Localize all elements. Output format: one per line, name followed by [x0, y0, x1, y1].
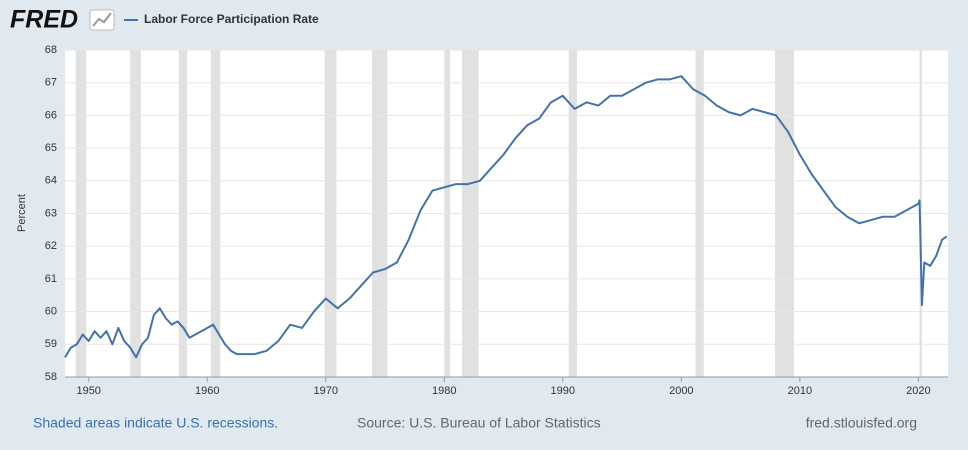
- legend-label: Labor Force Participation Rate: [144, 12, 319, 26]
- y-tick-label: 58: [45, 371, 57, 383]
- x-tick-label: 1960: [195, 385, 219, 397]
- x-tick-label: 2020: [906, 385, 930, 397]
- y-tick-label: 64: [45, 175, 57, 187]
- logo: FRED: [10, 6, 78, 34]
- y-tick-label: 61: [45, 273, 57, 285]
- y-axis-label: Percent: [16, 194, 28, 232]
- y-tick-label: 63: [45, 207, 57, 219]
- x-tick-label: 1970: [314, 385, 338, 397]
- y-tick-label: 65: [45, 142, 57, 154]
- data-line: [64, 75, 948, 359]
- logo-icon: [89, 9, 115, 31]
- y-tick-label: 68: [45, 44, 57, 56]
- y-tick-label: 59: [45, 338, 57, 350]
- x-tick-label: 2010: [788, 385, 812, 397]
- y-tick-label: 67: [45, 77, 57, 89]
- y-tick-label: 66: [45, 109, 57, 121]
- y-tick-label: 62: [45, 240, 57, 252]
- x-tick-label: 2000: [669, 385, 693, 397]
- x-tick-label: 1950: [76, 385, 100, 397]
- y-tick-label: 60: [45, 306, 57, 318]
- source: Source: U.S. Bureau of Labor Statistics: [357, 415, 601, 431]
- site-link[interactable]: fred.stlouisfed.org: [806, 415, 917, 431]
- recession-note[interactable]: Shaded areas indicate U.S. recessions.: [33, 415, 278, 431]
- x-tick-label: 1980: [432, 385, 456, 397]
- x-tick-label: 1990: [551, 385, 575, 397]
